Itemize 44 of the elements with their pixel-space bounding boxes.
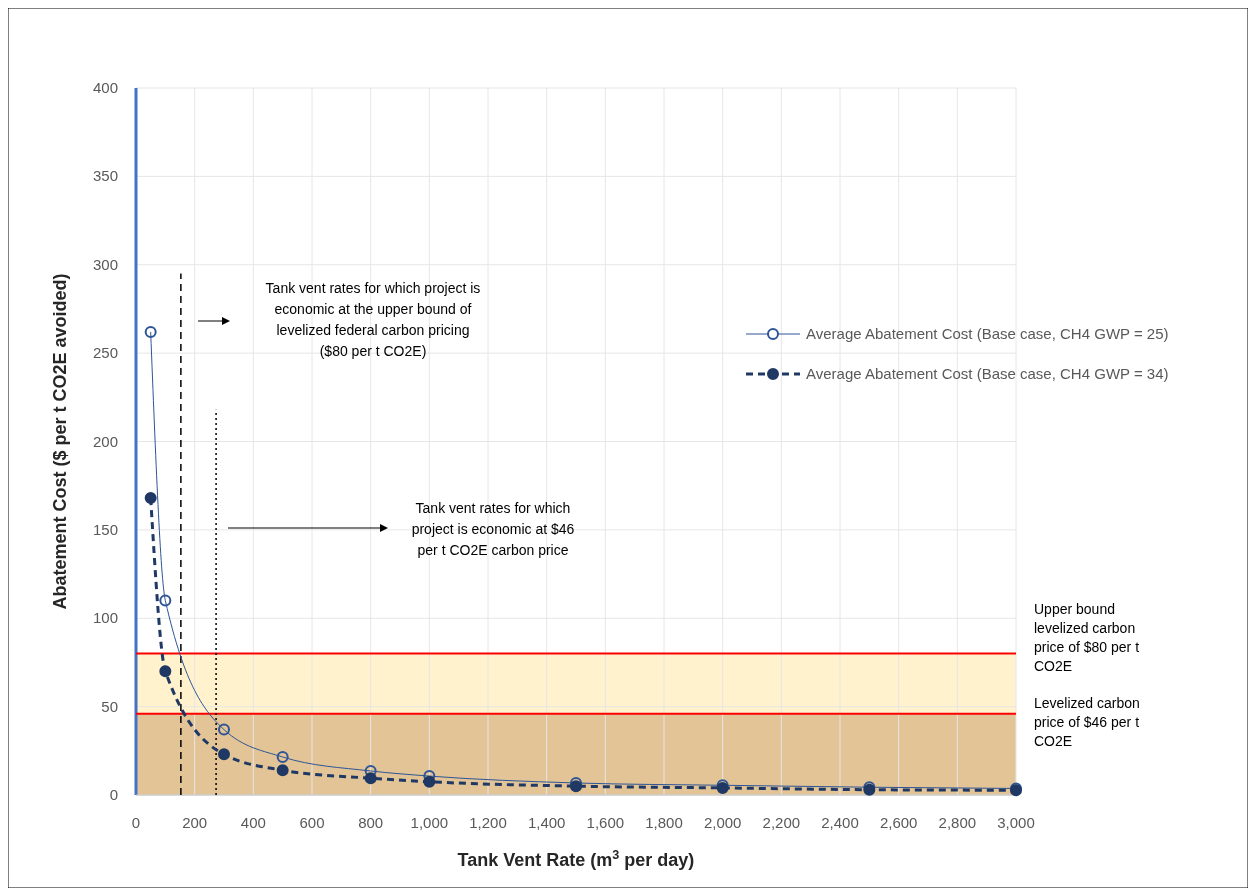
x-tick-label: 2,000	[703, 814, 742, 831]
annotation: Tank vent rates for which project is economic at $46 per t CO2E carbon price	[411, 500, 575, 558]
point	[144, 492, 157, 505]
x-tick-label: 2,400	[821, 814, 859, 831]
x-tick-label: 1,800	[645, 814, 683, 831]
y-tick-label: 0	[109, 786, 118, 803]
legend-label: Average Abatement Cost (Base case, CH4 GWP = 25)	[806, 325, 1169, 342]
x-tick-label: 3,000	[997, 814, 1035, 831]
x-tick-label: 1,400	[527, 814, 566, 831]
x-tick-label: 800	[358, 814, 384, 831]
annotation: Tank vent rates for which project is economic at the upper bound of levelized federal carbon pricing ($80 per t CO2E)	[265, 280, 481, 359]
legend-label: Average Abatement Cost (Base case, CH4 GWP = 34)	[806, 365, 1169, 382]
point	[159, 665, 172, 678]
point	[276, 751, 289, 763]
ref-line-label: Levelized carbon price of $46 per t CO2E	[1034, 694, 1140, 749]
x-tick-label: 1,200	[469, 814, 507, 831]
x-tick-label: 1,600	[586, 814, 625, 831]
y-tick-label: 50	[101, 697, 118, 715]
y-tick-label: 150	[92, 520, 118, 538]
y-tick-label: 300	[92, 255, 118, 273]
y-tick-label: 350	[92, 167, 118, 185]
point	[144, 325, 157, 338]
y-tick-label: 200	[92, 432, 118, 450]
x-tick-label: 400	[240, 814, 266, 831]
x-axis-title: Tank Vent Rate (m$^{3}$ per day)	[457, 848, 695, 870]
y-tick-label: 400	[92, 79, 118, 96]
y-axis-title: Abatement Cost ($ per t CO2E avoided)	[50, 273, 70, 610]
point	[423, 775, 436, 788]
point	[570, 780, 582, 793]
x-tick-label: 1,000	[410, 814, 449, 831]
y-tick-label: 100	[92, 609, 118, 627]
point	[218, 723, 230, 736]
point	[159, 594, 172, 607]
x-tick-label: 2,600	[879, 814, 918, 831]
x-tick-label: 600	[299, 814, 325, 831]
x-tick-label: 200	[182, 814, 208, 831]
x-tick-label: 2,200	[762, 814, 801, 831]
point	[218, 748, 230, 761]
ref-line-label: Upper bound levelized carbon price of $80 per t CO2E	[1034, 600, 1140, 674]
y-tick-label: 250	[92, 344, 118, 362]
x-tick-label: 2,800	[938, 814, 977, 831]
point	[364, 772, 377, 785]
x-tick-label: 0	[131, 814, 141, 831]
point	[276, 764, 289, 777]
